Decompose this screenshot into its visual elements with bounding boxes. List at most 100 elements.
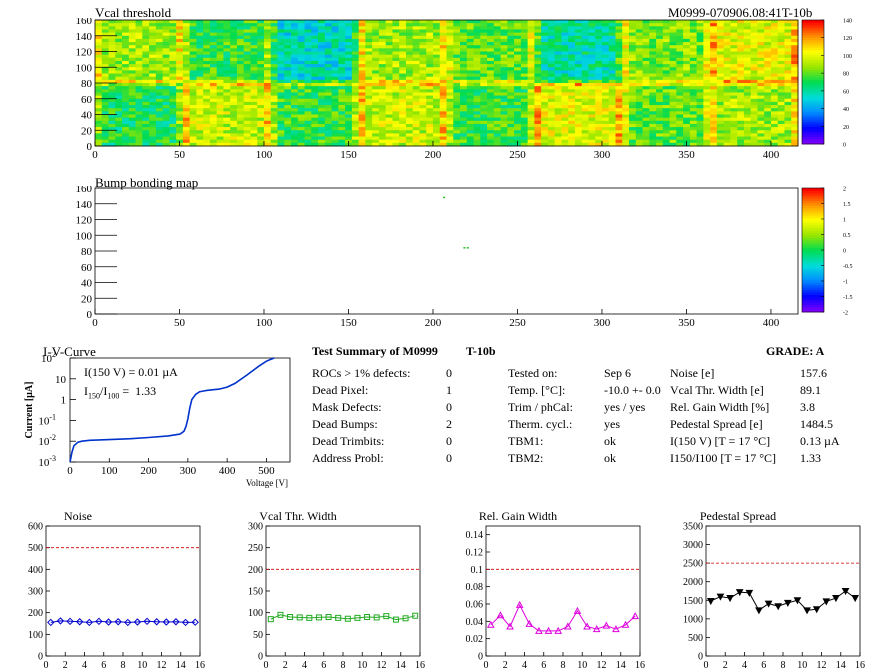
heatmap-cell (243, 48, 251, 52)
heatmap-cell (324, 114, 332, 119)
heatmap-cell (608, 29, 616, 33)
colorbar-swatch (802, 252, 824, 256)
colorbar-tick-label: -1 (843, 280, 848, 286)
heatmap-cell (426, 45, 434, 49)
heatmap-cell (324, 136, 332, 141)
heatmap-cell (520, 105, 529, 109)
heatmap-cell (216, 79, 224, 84)
x-tick-label: 14 (836, 660, 846, 670)
heatmap-cell (764, 67, 772, 71)
heatmap-cell (554, 76, 562, 81)
heatmap-cell (656, 117, 664, 122)
heatmap-cell (703, 123, 711, 128)
x-tick-label: 8 (341, 660, 346, 670)
heatmap-cell (162, 130, 170, 134)
heatmap-cell (764, 35, 772, 40)
heatmap-cell (683, 48, 691, 52)
heatmap-cell (615, 95, 623, 100)
heatmap-cell (284, 120, 292, 125)
heatmap-cell (196, 79, 204, 84)
heatmap-cell (338, 111, 346, 115)
heatmap-cell (250, 35, 258, 40)
heatmap-cell (710, 73, 718, 78)
heatmap-cell (743, 20, 752, 24)
heatmap-cell (149, 60, 157, 65)
heatmap-cell (385, 60, 393, 65)
heatmap-cell (101, 120, 109, 125)
heatmap-cell (277, 32, 285, 37)
heatmap-cell (216, 51, 224, 56)
heatmap-cell (189, 35, 197, 40)
heatmap-cell (358, 57, 366, 62)
heatmap-cell (115, 70, 123, 74)
heatmap-cell (764, 101, 772, 106)
heatmap-cell (507, 23, 515, 27)
heatmap-cell (351, 51, 360, 56)
heatmap-cell (432, 139, 441, 144)
heatmap-cell (662, 98, 670, 103)
heatmap-cell (378, 32, 387, 37)
heatmap-cell (750, 139, 758, 144)
heatmap-cell (791, 35, 799, 40)
heatmap-cell (554, 42, 562, 46)
heatmap-cell (460, 48, 468, 52)
heatmap-cell (284, 123, 292, 128)
heatmap-cell (493, 29, 501, 33)
heatmap-cell (561, 111, 569, 115)
heatmap-cell (574, 67, 583, 71)
heatmap-cell (662, 67, 670, 71)
heatmap-cell (541, 76, 549, 81)
heatmap-cell (392, 32, 400, 37)
heatmap-cell (514, 108, 522, 112)
heatmap-cell (466, 70, 474, 74)
heatmap-cell (203, 98, 211, 103)
heatmap-cell (439, 98, 447, 103)
heatmap-cell (777, 48, 785, 52)
heatmap-cell (169, 136, 177, 141)
heatmap-cell (263, 83, 272, 87)
heatmap-cell (311, 105, 319, 109)
heatmap-cell (405, 86, 414, 90)
heatmap-cell (507, 60, 515, 65)
heatmap-cell (527, 83, 535, 87)
heatmap-cell (324, 108, 332, 112)
heatmap-cell (392, 26, 400, 30)
y-tick-label: 3000 (683, 540, 703, 551)
heatmap-cell (216, 42, 224, 46)
heatmap-cell (385, 73, 393, 78)
colorbar-swatch (802, 309, 824, 313)
heatmap-cell (568, 127, 576, 131)
heatmap-cell (541, 79, 549, 84)
heatmap-cell (412, 89, 420, 93)
heatmap-cell (439, 48, 447, 52)
heatmap-cell (568, 42, 576, 46)
heatmap-cell (554, 60, 562, 65)
heatmap-cell (108, 32, 116, 37)
heatmap-cell (710, 45, 718, 49)
heatmap-cell (149, 101, 157, 106)
heatmap-cell (385, 142, 393, 147)
heatmap-cell (649, 101, 657, 106)
x-tick-label: 12 (377, 660, 387, 670)
heatmap-cell (615, 133, 623, 137)
heatmap-cell (426, 98, 434, 103)
heatmap-cell (412, 35, 420, 40)
heatmap-cell (372, 117, 380, 122)
heatmap-cell (757, 26, 765, 30)
heatmap-cell (601, 23, 610, 27)
heatmap-cell (149, 29, 157, 33)
heatmap-cell (750, 114, 758, 119)
heatmap-cell (730, 108, 738, 112)
heatmap-cell (723, 98, 731, 103)
heatmap-cell (209, 45, 218, 49)
data-point (287, 614, 294, 620)
heatmap-cell (703, 86, 711, 90)
heatmap-cell (791, 114, 799, 119)
data-point (726, 595, 734, 603)
heatmap-cell (162, 98, 170, 103)
heatmap-cell (250, 130, 258, 134)
heatmap-cell (588, 26, 596, 30)
heatmap-cell (608, 89, 616, 93)
heatmap-cell (696, 139, 704, 144)
colorbar-swatch (802, 74, 824, 78)
